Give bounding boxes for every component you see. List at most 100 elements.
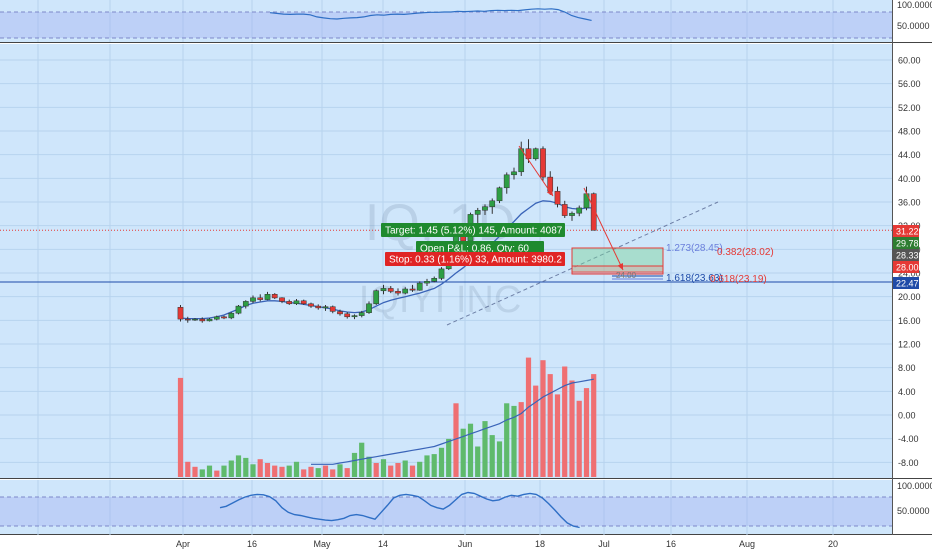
time-axis-label: 18 <box>535 539 545 549</box>
stop-label-box <box>385 252 565 266</box>
volume-bar <box>243 457 249 477</box>
price-label-box <box>893 237 919 249</box>
volume-bar <box>431 454 437 477</box>
target-label-box <box>381 223 565 237</box>
price-axis-tick: 40.00 <box>898 174 921 184</box>
price-label-text: 29.78 <box>896 239 919 249</box>
price-axis-tick: 44.00 <box>898 150 921 160</box>
time-axis-label: Jul <box>598 539 610 549</box>
candle-body <box>569 212 575 216</box>
volume-bar <box>424 455 430 477</box>
volume-bar <box>467 423 474 477</box>
volume-bar <box>366 456 372 477</box>
time-axis-label: Jun <box>458 539 473 549</box>
volume-bar <box>235 455 242 477</box>
candle-body <box>286 301 293 305</box>
target-label-text: Target: 1.45 (5.12%) 145, Amount: 4087 <box>385 226 563 237</box>
top-axis-tick: 50.0000 <box>897 21 930 31</box>
candle-body <box>554 191 561 205</box>
fib-small-label: 24.00 <box>616 271 637 280</box>
volume-bar <box>482 421 488 477</box>
volume-bar <box>359 442 365 477</box>
candle-body <box>308 303 314 307</box>
price-axis-tick: -4.00 <box>898 434 919 444</box>
candle-body <box>402 288 409 294</box>
price-label-box <box>893 261 919 273</box>
top-oscillator-panel: 100.0000 50.0000 <box>0 0 932 39</box>
volume-bar <box>388 465 394 477</box>
candle-body <box>235 305 242 314</box>
volume-bar <box>402 460 408 477</box>
candle-body <box>344 313 351 318</box>
target-zone-box <box>571 247 664 273</box>
candle-body <box>489 200 496 207</box>
time-axis-label: May <box>313 539 331 549</box>
volume-bar <box>250 464 256 477</box>
volume-bar <box>351 452 358 477</box>
time-axis-label: Apr <box>176 539 190 549</box>
volume-bar <box>395 463 401 477</box>
candle-body <box>525 148 532 160</box>
volume-bar <box>533 385 539 477</box>
candle-body <box>460 236 467 242</box>
candle-body <box>387 288 394 292</box>
top-panel-background <box>0 0 892 42</box>
volume-bar <box>315 468 321 477</box>
candle-body <box>503 174 510 189</box>
volume-bar <box>337 464 343 477</box>
volume-bar <box>293 461 300 477</box>
arrow-head <box>617 263 623 270</box>
volume-bar <box>417 461 423 477</box>
volume-bar <box>264 463 271 477</box>
arrow-line <box>518 145 554 197</box>
volume-bar <box>228 460 234 477</box>
arrow-head <box>546 189 553 196</box>
price-axis-tick: 56.00 <box>898 79 921 89</box>
volume-bar <box>330 469 336 477</box>
candle-body <box>293 300 300 305</box>
price-axis-tick: 20.00 <box>898 292 921 302</box>
price-axis-layer: 60.0056.0052.0048.0044.0040.0036.0032.00… <box>893 55 921 468</box>
volume-bar <box>504 403 510 477</box>
volume-bar <box>562 366 568 477</box>
open-pnl-label-text: Open P&L: 0.86, Qty: 60 <box>420 244 529 255</box>
time-axis-label: 14 <box>378 539 388 549</box>
candle-body <box>257 297 264 300</box>
candle-body <box>583 193 590 209</box>
stop-label-text: Stop: 0.33 (1.16%) 33, Amount: 3980.2 <box>389 255 562 266</box>
candle-body <box>184 318 191 321</box>
candle-body <box>279 297 285 302</box>
candle-body <box>337 311 343 315</box>
candle-body <box>496 187 503 202</box>
time-axis-label: 20 <box>828 539 838 549</box>
time-axis-label: Aug <box>739 539 755 549</box>
volume-bar <box>554 394 561 477</box>
volume-bar <box>438 447 445 477</box>
volume-bar <box>199 469 205 477</box>
candle-body <box>438 268 445 279</box>
candle-body <box>511 171 517 176</box>
fib-label: 0.382(28.02) <box>717 247 774 258</box>
stop-zone-box <box>571 265 664 275</box>
time-axis-label: 16 <box>666 539 676 549</box>
candle-body <box>395 291 401 294</box>
bottom-oscillator-panel: 100.0000 50.0000 <box>0 481 932 529</box>
bottom-oscillator-band <box>0 497 892 526</box>
watermark-company: IQIYI INC <box>359 279 522 321</box>
top-axis-tick: 100.0000 <box>897 0 932 10</box>
candle-body <box>192 318 198 321</box>
volume-bar <box>525 357 532 477</box>
price-label-text: 28.00 <box>896 263 919 273</box>
candle-body <box>540 148 546 178</box>
volume-bar <box>511 405 517 477</box>
price-axis-tick: 36.00 <box>898 197 921 207</box>
price-axis-tick: 4.00 <box>898 387 916 397</box>
candle-body <box>228 312 235 319</box>
arrow-line <box>583 187 624 271</box>
candle-body <box>474 210 481 215</box>
price-moving-average <box>180 200 594 320</box>
volume-bar <box>453 403 459 477</box>
candle-body <box>373 290 380 304</box>
candle-body <box>300 300 307 305</box>
